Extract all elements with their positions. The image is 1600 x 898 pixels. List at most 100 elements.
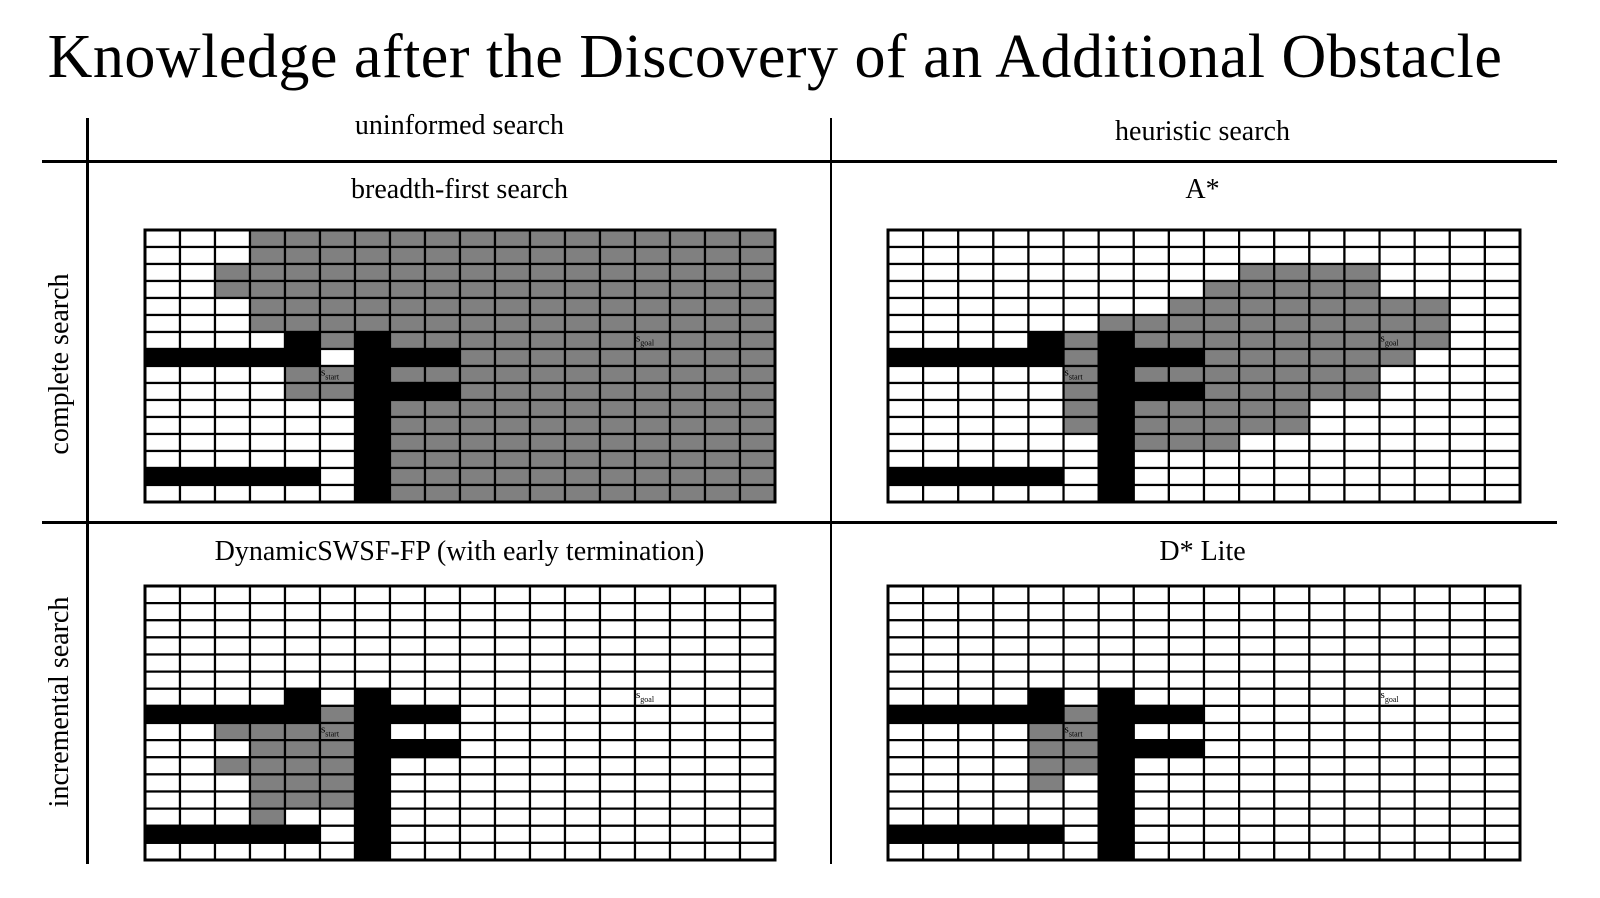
cell-expanded: [738, 449, 777, 470]
cell-free: [1308, 636, 1346, 656]
cell-expanded: [563, 381, 602, 402]
cell-free: [458, 687, 497, 707]
cell-free: [458, 824, 497, 844]
cell-free: [957, 330, 995, 351]
cell-obstacle: [957, 347, 995, 368]
cell-expanded: [668, 279, 707, 300]
cell-free: [388, 790, 427, 810]
cell-free: [388, 807, 427, 827]
cell-free: [1132, 466, 1170, 487]
cell-free: [738, 721, 777, 742]
cell-free: [1483, 364, 1522, 385]
cell-free: [1062, 228, 1100, 249]
cell-free: [1483, 398, 1522, 419]
cell-free: [423, 721, 462, 742]
cell-free: [992, 364, 1030, 385]
cell-expanded: [668, 262, 707, 283]
cell-free: [528, 653, 567, 673]
cell-free: [458, 619, 497, 639]
cell-expanded: [528, 432, 567, 453]
cell-free: [213, 449, 252, 470]
cell-free: [1483, 841, 1522, 862]
cell-expanded: [1202, 381, 1241, 402]
cell-expanded: [563, 228, 602, 249]
cell-obstacle: [992, 824, 1030, 844]
cell-free: [1027, 619, 1065, 639]
cell-free: [318, 841, 357, 862]
cell-obstacle: [1097, 687, 1135, 707]
cell-expanded: [388, 415, 427, 436]
cell-free: [1448, 756, 1486, 776]
cell-free: [1062, 449, 1100, 470]
cell-free: [738, 773, 777, 793]
cell-free: [957, 313, 995, 334]
cell-expanded: [1202, 279, 1241, 300]
cell-expanded: [703, 262, 742, 283]
cell-free: [1273, 636, 1311, 656]
cell-expanded: [738, 415, 777, 436]
cell-free: [1308, 687, 1346, 707]
cell-expanded: [668, 432, 707, 453]
cell-free: [598, 636, 637, 656]
cell-expanded: [528, 415, 567, 436]
cell-free: [1062, 483, 1100, 504]
cell-expanded: [283, 739, 322, 759]
cell-obstacle: [1027, 824, 1065, 844]
cell-obstacle: [353, 739, 392, 759]
cell-expanded: [738, 381, 777, 402]
cell-free: [1132, 636, 1170, 656]
cell-free: [213, 602, 252, 622]
cell-free: [633, 841, 672, 862]
cell-free: [1483, 330, 1522, 351]
cell-expanded: [283, 279, 322, 300]
cell-free: [563, 704, 602, 725]
column-header-heuristic: heuristic search: [1115, 116, 1290, 147]
cell-free: [143, 296, 182, 317]
goal-label: sgoal: [1381, 332, 1400, 347]
cell-expanded: [1343, 279, 1381, 300]
cell-expanded: [1202, 415, 1241, 436]
cell-free: [423, 619, 462, 639]
cell-free: [633, 653, 672, 673]
cell-expanded: [668, 364, 707, 385]
cell-expanded: [598, 449, 637, 470]
cell-expanded: [1273, 364, 1311, 385]
cell-free: [1413, 602, 1451, 622]
cell-free: [1308, 670, 1346, 690]
cell-obstacle: [178, 704, 217, 725]
cell-free: [1483, 739, 1522, 759]
cell-free: [493, 584, 532, 605]
cell-expanded: [528, 483, 567, 504]
cell-free: [248, 449, 287, 470]
cell-free: [1413, 466, 1451, 487]
cell-free: [1202, 807, 1241, 827]
cell-free: [213, 432, 252, 453]
cell-free: [922, 756, 960, 776]
cell-free: [1238, 619, 1276, 639]
cell-free: [1062, 636, 1100, 656]
cell-free: [633, 619, 672, 639]
cell-obstacle: [248, 824, 287, 844]
cell-free: [1483, 245, 1522, 266]
cell-free: [886, 670, 925, 690]
cell-free: [1413, 619, 1451, 639]
cell-free: [703, 687, 742, 707]
cell-free: [668, 670, 707, 690]
cell-expanded: [598, 296, 637, 317]
cell-free: [493, 807, 532, 827]
cell-free: [388, 670, 427, 690]
cell-free: [388, 653, 427, 673]
cell-free: [598, 739, 637, 759]
cell-expanded: [423, 449, 462, 470]
cell-free: [143, 739, 182, 759]
cell-free: [213, 483, 252, 504]
cell-free: [493, 790, 532, 810]
cell-free: [1413, 262, 1451, 283]
cell-free: [886, 381, 925, 402]
cell-expanded: [528, 381, 567, 402]
cell-free: [703, 807, 742, 827]
cell-free: [1202, 228, 1241, 249]
cell-expanded: [668, 415, 707, 436]
cell-free: [1027, 245, 1065, 266]
cell-expanded: [633, 347, 672, 368]
